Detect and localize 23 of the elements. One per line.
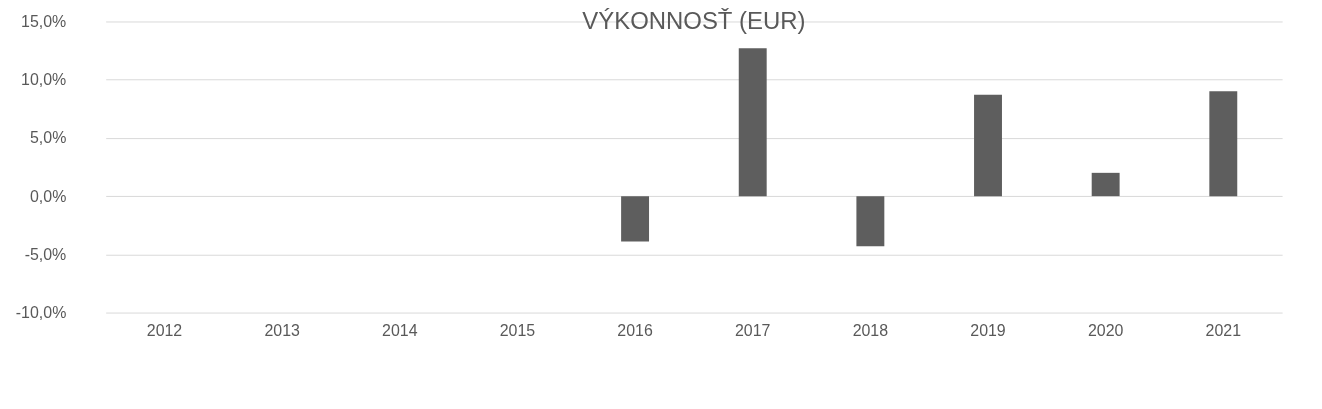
x-tick-label: 2021	[1205, 322, 1242, 339]
chart-title: VÝKONNOSŤ (EUR)	[582, 7, 806, 35]
x-tick-label: 2012	[146, 322, 183, 339]
x-tick-label: 2018	[852, 322, 889, 339]
x-tick-label: 2019	[970, 322, 1006, 339]
y-tick-label: -5,0%	[24, 245, 67, 263]
x-tick-label: 2014	[382, 322, 418, 339]
bar	[621, 196, 650, 242]
bar	[1209, 91, 1238, 197]
bar	[1091, 172, 1120, 197]
x-tick-label: 2020	[1087, 322, 1124, 339]
x-tick-label: 2016	[617, 322, 653, 339]
x-tick-label: 2015	[499, 322, 536, 339]
bar	[856, 196, 885, 247]
y-tick-label: 0,0%	[29, 187, 67, 205]
bar	[738, 48, 767, 197]
y-tick-label: -10,0%	[15, 304, 67, 322]
bar	[974, 94, 1002, 197]
x-tick-label: 2013	[264, 322, 300, 339]
y-tick-label: 15,0%	[21, 12, 67, 30]
y-tick-label: 5,0%	[29, 129, 67, 147]
y-tick-label: 10,0%	[21, 71, 67, 89]
x-tick-label: 2017	[734, 322, 771, 339]
